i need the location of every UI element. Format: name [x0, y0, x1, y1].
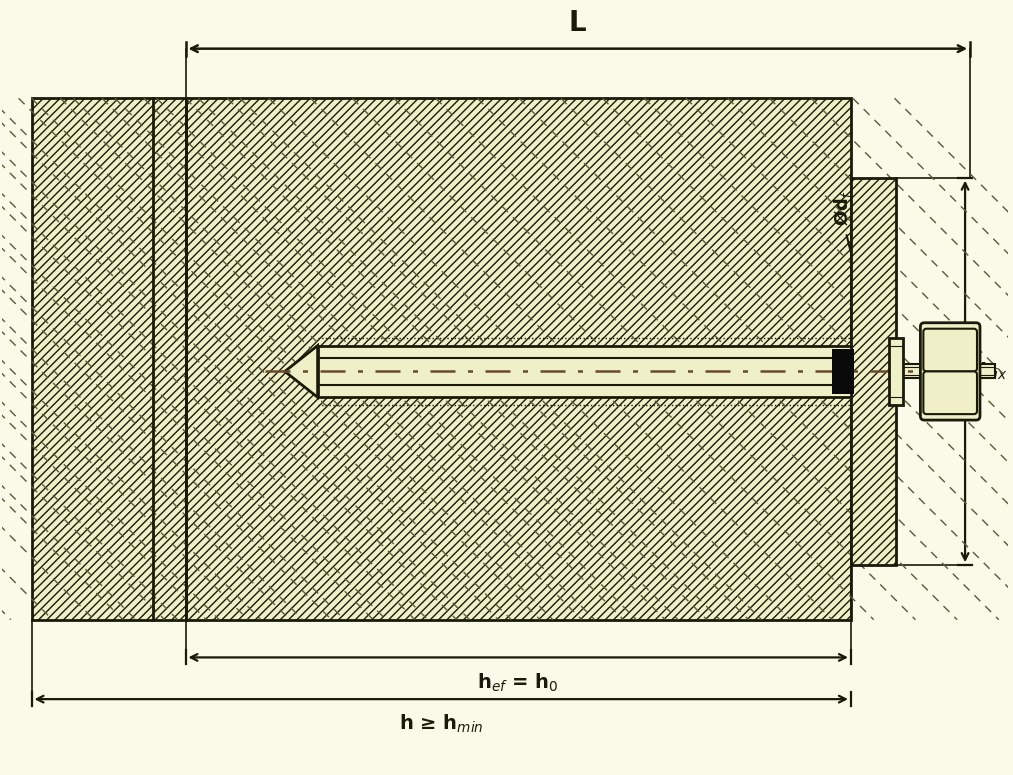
Bar — [851, 177, 895, 565]
Bar — [318, 346, 851, 398]
Bar — [318, 346, 851, 398]
Bar — [888, 338, 903, 405]
FancyBboxPatch shape — [921, 322, 980, 420]
Bar — [832, 349, 854, 394]
FancyBboxPatch shape — [924, 329, 977, 371]
Bar — [895, 364, 995, 378]
Text: h ≥ h$_{min}$: h ≥ h$_{min}$ — [399, 713, 483, 735]
Polygon shape — [285, 346, 318, 398]
Text: t$_{fix}$: t$_{fix}$ — [979, 361, 1007, 382]
Bar — [31, 98, 185, 620]
Bar — [185, 98, 851, 620]
Text: h$_{ef}$ = h$_{0}$: h$_{ef}$ = h$_{0}$ — [477, 671, 559, 694]
FancyBboxPatch shape — [924, 371, 977, 414]
Text: Ød$_f$: Ød$_f$ — [833, 189, 853, 226]
Text: L: L — [569, 9, 587, 36]
Bar — [851, 177, 895, 565]
Bar — [31, 98, 185, 620]
Bar — [185, 98, 851, 620]
